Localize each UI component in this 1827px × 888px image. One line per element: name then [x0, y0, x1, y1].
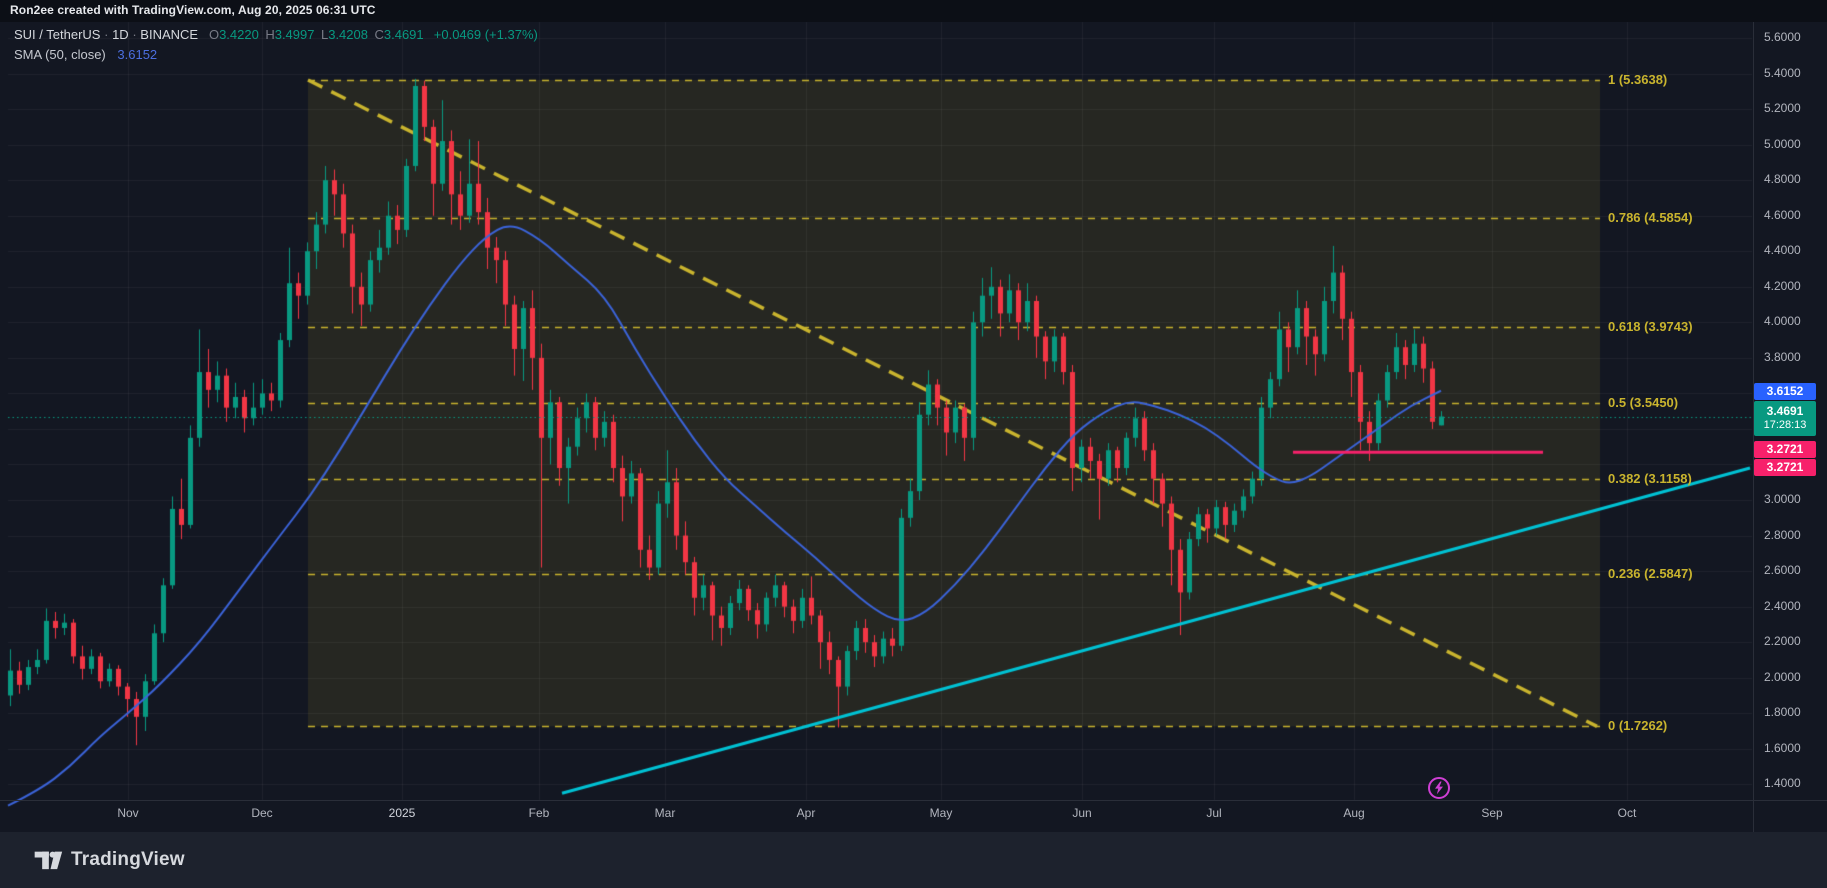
drawing-price-value-2: 3.2721	[1766, 460, 1804, 474]
drawing-price-axis-label-1: 3.2721	[1754, 441, 1816, 458]
price-axis[interactable]	[1753, 22, 1827, 832]
time-axis[interactable]	[0, 800, 1827, 833]
sma-price-axis-label: 3.6152	[1754, 383, 1816, 400]
change-value: +0.0469 (+1.37%)	[433, 27, 538, 42]
lightning-bolt-icon	[1435, 781, 1443, 795]
ohlc-values: O3.4220 H3.4997 L3.4208 C3.4691	[202, 27, 430, 42]
snapshot-attribution-bar: Ron2ee created with TradingView.com, Aug…	[0, 0, 1827, 22]
sma-axis-value: 3.6152	[1766, 384, 1804, 398]
drawing-price-value-1: 3.2721	[1766, 442, 1804, 456]
indicator-value: 3.6152	[117, 47, 158, 62]
tradingview-logo-mark-icon	[34, 851, 63, 870]
symbol-legend[interactable]: SUI / TetherUS · 1D · BINANCE O3.4220 H3…	[14, 27, 538, 42]
ohlc-value: 3.4208	[328, 27, 375, 42]
indicator-name[interactable]: SMA (50, close)	[14, 47, 106, 62]
ohlc-value: 3.4691	[383, 27, 431, 42]
last-price-axis-label: 3.4691 17:28:13	[1754, 401, 1816, 436]
bar-countdown: 17:28:13	[1763, 419, 1807, 431]
attribution-text: Ron2ee created with TradingView.com, Aug…	[10, 3, 376, 17]
ohlc-value: 3.4220	[219, 27, 266, 42]
drawing-price-axis-label-2: 3.2721	[1754, 459, 1816, 476]
indicator-legend[interactable]: SMA (50, close) 3.6152	[14, 47, 157, 62]
legend-separator-2: ·	[132, 27, 137, 42]
tradingview-logo[interactable]: TradingView	[33, 847, 185, 873]
legend-separator-1: ·	[104, 27, 109, 42]
ohlc-value: 3.4997	[274, 27, 321, 42]
tradingview-logo-text: TradingView	[71, 849, 185, 870]
ohlc-key: H	[265, 27, 275, 42]
symbol-title[interactable]: SUI / TetherUS	[14, 27, 101, 42]
branding-bar: TradingView	[0, 832, 1827, 888]
ohlc-key: C	[374, 27, 384, 42]
flash-boost-icon[interactable]	[1428, 777, 1450, 799]
ohlc-key: L	[320, 27, 329, 42]
last-price-value: 3.4691	[1766, 404, 1804, 418]
ohlc-key: O	[208, 27, 220, 42]
exchange-label: BINANCE	[140, 27, 199, 42]
interval-label[interactable]: 1D	[112, 27, 129, 42]
